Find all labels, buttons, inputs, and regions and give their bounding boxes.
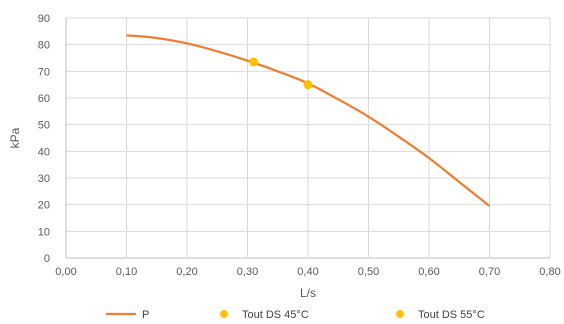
grid — [65, 17, 551, 259]
legend-label: P — [142, 309, 149, 321]
y-tick-label: 60 — [38, 93, 50, 105]
x-tick-label: 0,20 — [176, 266, 197, 278]
legend: P Tout DS 45°C Tout DS 55°C — [106, 309, 485, 321]
x-tick-label: 0,30 — [237, 266, 258, 278]
y-tick-label: 70 — [38, 66, 50, 78]
data-point-1 — [249, 57, 259, 67]
x-axis: 0,00 0,10 0,20 0,30 0,40 0,50 0,60 0,70 0,80 — [55, 266, 560, 278]
legend-marker-swatch — [220, 310, 228, 318]
y-axis: 0 10 20 30 40 50 60 70 80 90 — [38, 13, 50, 265]
y-tick-label: 50 — [38, 120, 50, 132]
x-tick-label: 0,10 — [116, 266, 137, 278]
x-tick-label: 0,40 — [297, 266, 318, 278]
y-tick-label: 90 — [38, 13, 50, 25]
data-point-2 — [303, 80, 313, 90]
legend-label: Tout DS 45°C — [242, 309, 309, 321]
x-tick-label: 0,60 — [418, 266, 439, 278]
x-tick-label: 0,80 — [539, 266, 560, 278]
y-tick-label: 40 — [38, 146, 50, 158]
y-tick-label: 20 — [38, 200, 50, 212]
y-tick-label: 10 — [38, 226, 50, 238]
y-axis-title: kPa — [8, 127, 22, 148]
x-axis-title: L/s — [300, 286, 316, 300]
y-tick-label: 30 — [38, 173, 50, 185]
plot-area — [126, 34, 491, 207]
x-tick-label: 0,00 — [55, 266, 76, 278]
x-tick-label: 0,50 — [358, 266, 379, 278]
y-tick-label: 0 — [44, 253, 50, 265]
legend-marker-swatch — [396, 310, 404, 318]
x-tick-label: 0,70 — [479, 266, 500, 278]
legend-label: Tout DS 55°C — [418, 309, 485, 321]
y-tick-label: 80 — [38, 40, 50, 52]
